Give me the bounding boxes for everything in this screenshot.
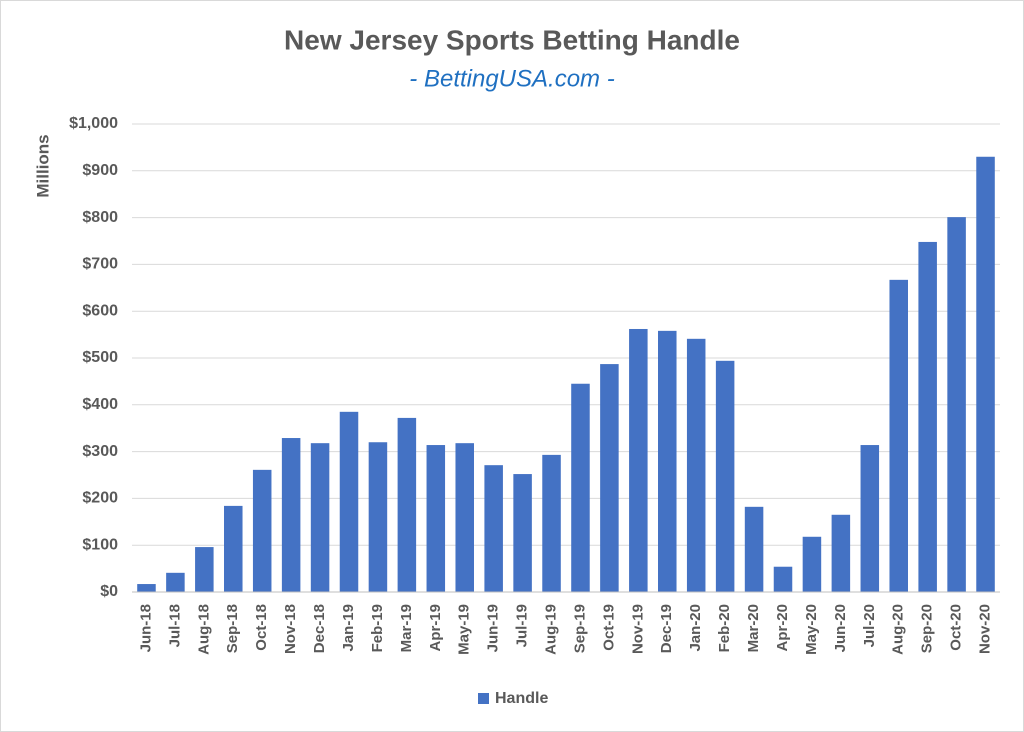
- y-tick-label: $0: [100, 583, 118, 600]
- bar: [629, 328, 648, 592]
- x-tick-label: Dec-18: [311, 604, 328, 653]
- bar: [860, 445, 880, 592]
- x-tick-label: Sep-19: [571, 604, 588, 653]
- bar: [484, 465, 503, 592]
- x-tick-label: Aug-18: [195, 604, 212, 655]
- x-tick-label: Oct-20: [948, 604, 965, 651]
- chart-subtitle: - BettingUSA.com -: [409, 65, 614, 92]
- bar: [715, 360, 735, 592]
- bar: [571, 383, 590, 592]
- y-tick-label: $400: [82, 396, 118, 413]
- bar: [513, 474, 532, 592]
- bar: [426, 445, 446, 592]
- bar: [744, 506, 764, 592]
- y-tick-label: $100: [82, 536, 118, 553]
- y-axis-label: Millions: [33, 134, 52, 197]
- bar: [339, 411, 359, 592]
- x-tick-label: Feb-19: [369, 604, 386, 652]
- x-tick-label: May-20: [803, 604, 820, 655]
- bar: [542, 454, 561, 592]
- bar: [773, 566, 793, 592]
- bar: [918, 241, 937, 592]
- legend-label: Handle: [495, 690, 548, 707]
- bar: [166, 572, 185, 592]
- bar: [281, 438, 301, 592]
- y-tick-label: $700: [82, 256, 118, 273]
- x-tick-label: Aug-19: [543, 604, 560, 655]
- x-tick-label: Sep-20: [919, 604, 936, 653]
- legend-swatch: [478, 693, 489, 704]
- bar: [831, 514, 851, 592]
- x-tick-label: May-19: [456, 604, 473, 655]
- x-tick-label: Jun-18: [137, 604, 154, 652]
- y-tick-label: $500: [82, 349, 118, 366]
- x-tick-label: Nov-20: [977, 604, 994, 654]
- bar: [686, 338, 706, 592]
- chart-title: New Jersey Sports Betting Handle: [284, 24, 740, 55]
- x-tick-label: Mar-20: [745, 604, 762, 652]
- x-tick-label: Apr-19: [427, 604, 444, 652]
- x-tick-label: Nov-18: [282, 604, 299, 654]
- x-tick-label: Feb-20: [716, 604, 733, 652]
- x-tick-label: Jun-20: [832, 604, 849, 652]
- x-tick-label: Mar-19: [398, 604, 415, 652]
- x-tick-label: Oct-18: [253, 604, 270, 651]
- x-tick-label: Apr-20: [774, 604, 791, 652]
- x-tick-label: Aug-20: [890, 604, 907, 655]
- bar: [224, 505, 243, 592]
- y-tick-label: $900: [82, 162, 118, 179]
- x-tick-label: Oct-19: [600, 604, 617, 651]
- bar: [658, 330, 677, 592]
- y-tick-label: $300: [82, 443, 118, 460]
- bar: [310, 443, 330, 592]
- x-tick-label: Nov-19: [629, 604, 646, 654]
- bar: [802, 536, 822, 592]
- x-tick-label: Jun-19: [485, 604, 502, 652]
- bar: [976, 156, 995, 592]
- bar: [397, 417, 417, 592]
- x-tick-label: Jul-18: [166, 604, 183, 647]
- bar: [368, 442, 388, 592]
- bar: [252, 469, 272, 592]
- x-tick-label: Jan-20: [687, 604, 704, 652]
- y-tick-label: $800: [82, 209, 118, 226]
- y-tick-label: $600: [82, 302, 118, 319]
- x-tick-label: Jul-20: [861, 604, 878, 647]
- x-tick-label: Sep-18: [224, 604, 241, 653]
- bar: [600, 364, 619, 592]
- x-tick-label: Jul-19: [514, 604, 531, 647]
- bar: [137, 584, 156, 592]
- bar: [889, 279, 908, 592]
- x-tick-label: Dec-19: [658, 604, 675, 653]
- bar: [947, 217, 966, 592]
- y-tick-label: $200: [82, 490, 118, 507]
- bar: [455, 443, 474, 592]
- bar: [195, 547, 214, 592]
- x-tick-label: Jan-19: [340, 604, 357, 652]
- y-tick-label: $1,000: [69, 115, 118, 132]
